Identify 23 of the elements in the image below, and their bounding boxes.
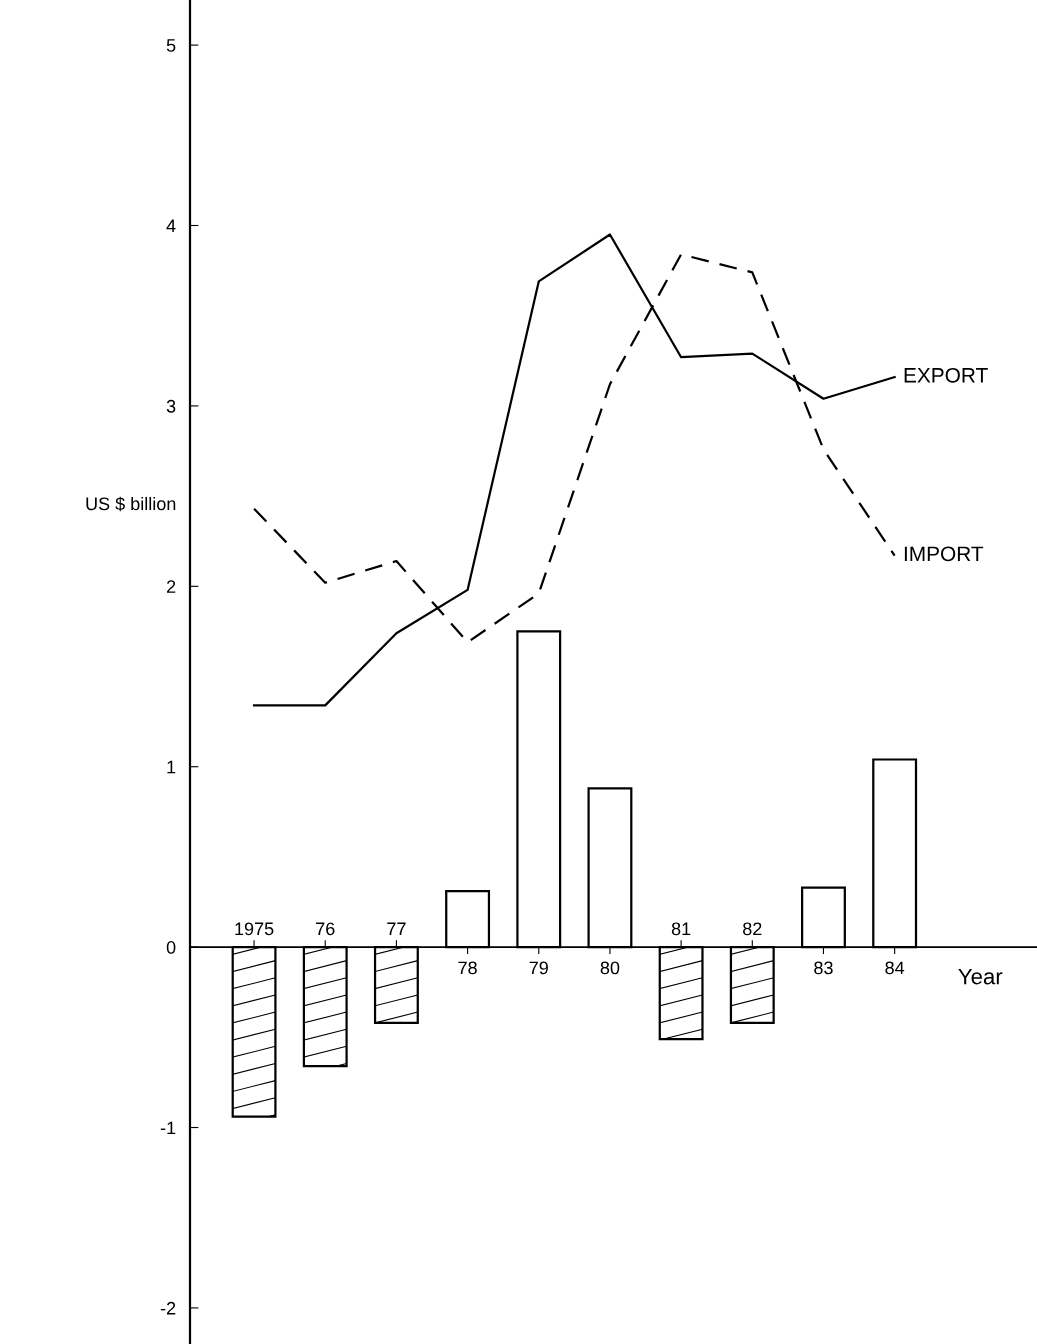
- y-tick-label: 1: [167, 760, 176, 774]
- x-tick-label: 81: [671, 922, 691, 936]
- y-axis-title: US $ billion: [86, 496, 176, 512]
- line-series: [252, 233, 896, 707]
- y-tick-label: 0: [166, 941, 176, 954]
- x-tick-label: 80: [600, 961, 620, 975]
- y-tick-label: 5: [166, 39, 176, 52]
- series-label: IMPORT: [904, 546, 984, 562]
- x-tick-label: 83: [814, 961, 833, 975]
- y-tick-label: 4: [166, 219, 176, 233]
- x-tick-label: 76: [316, 922, 335, 936]
- x-tick-label: 78: [458, 961, 477, 975]
- series-label: EXPORT: [904, 367, 988, 383]
- y-tick-label: 2: [166, 580, 176, 593]
- x-tick-label: 79: [529, 961, 548, 975]
- x-tick-label: 1975: [235, 922, 274, 936]
- y-tick-label: -2: [160, 1301, 176, 1315]
- x-tick-label: 82: [743, 922, 762, 936]
- x-tick-label: 84: [885, 961, 905, 975]
- y-tick-label: 3: [166, 399, 176, 413]
- y-tick-label: -1: [160, 1121, 176, 1135]
- x-tick-label: 77: [387, 922, 406, 936]
- x-axis-title: Year: [958, 968, 1003, 985]
